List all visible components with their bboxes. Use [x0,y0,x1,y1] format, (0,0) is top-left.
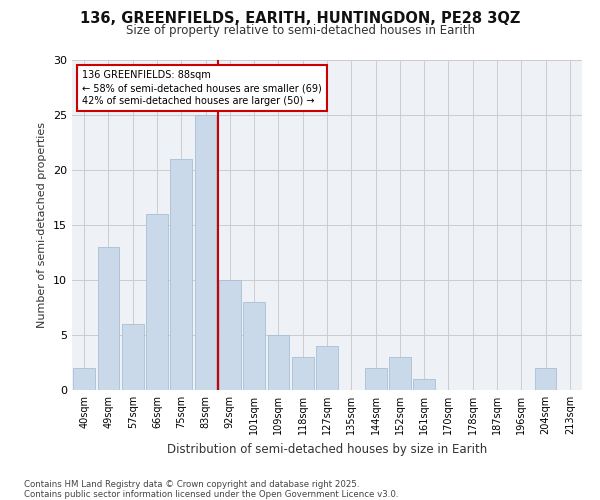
Text: Contains HM Land Registry data © Crown copyright and database right 2025.
Contai: Contains HM Land Registry data © Crown c… [24,480,398,499]
Bar [413,379,435,390]
Bar [146,214,168,390]
Bar [292,357,314,390]
Bar [219,280,241,390]
Y-axis label: Number of semi-detached properties: Number of semi-detached properties [37,122,47,328]
Bar [122,324,143,390]
Text: 136, GREENFIELDS, EARITH, HUNTINGDON, PE28 3QZ: 136, GREENFIELDS, EARITH, HUNTINGDON, PE… [80,11,520,26]
Bar [389,357,411,390]
Text: Size of property relative to semi-detached houses in Earith: Size of property relative to semi-detach… [125,24,475,37]
Text: 136 GREENFIELDS: 88sqm
← 58% of semi-detached houses are smaller (69)
42% of sem: 136 GREENFIELDS: 88sqm ← 58% of semi-det… [82,70,322,106]
Bar [73,368,95,390]
Bar [535,368,556,390]
Bar [243,302,265,390]
Text: Distribution of semi-detached houses by size in Earith: Distribution of semi-detached houses by … [167,442,487,456]
Bar [170,159,192,390]
Bar [365,368,386,390]
Bar [97,247,119,390]
Bar [268,335,289,390]
Bar [316,346,338,390]
Bar [194,115,217,390]
